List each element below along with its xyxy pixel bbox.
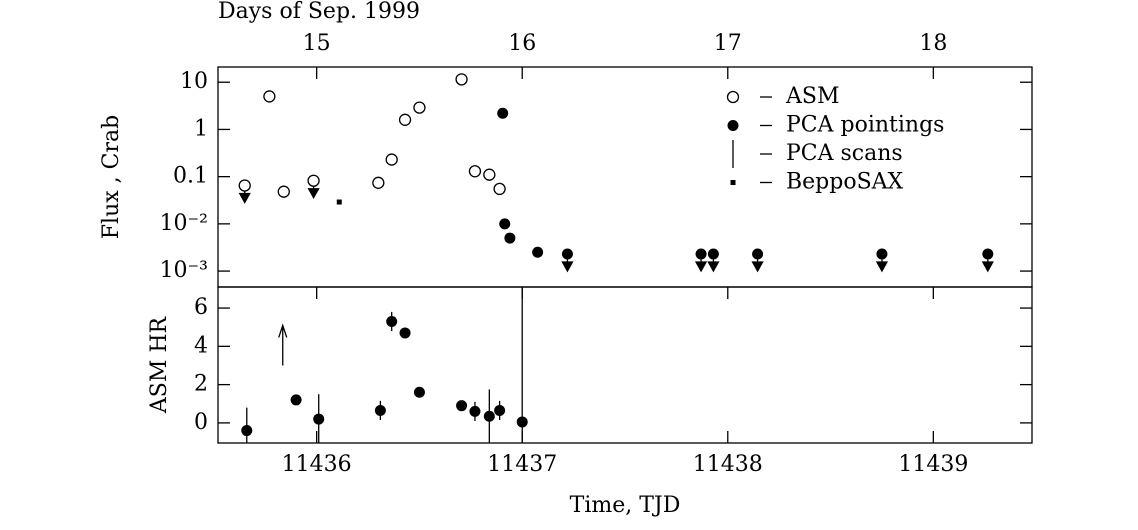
point — [290, 394, 302, 406]
point — [413, 101, 426, 114]
point — [561, 248, 573, 260]
x2-tick-label: 18 — [919, 31, 947, 56]
x2-tick-label: 15 — [303, 31, 331, 56]
point — [730, 180, 736, 185]
point — [493, 182, 506, 196]
y-tick-label: 1 — [194, 116, 208, 141]
lower-limit — [278, 323, 288, 366]
plot-frame — [217, 66, 1033, 288]
point — [499, 218, 511, 230]
point — [497, 107, 509, 119]
legend-label: PCA pointings — [786, 113, 944, 138]
point — [238, 179, 251, 192]
x-tick-label: 11436 — [282, 452, 352, 477]
y-tick-label: 6 — [194, 295, 208, 320]
point — [483, 410, 495, 422]
legend-label: ASM — [785, 84, 840, 109]
point — [695, 248, 707, 260]
y-axis-label: ASM HR — [147, 315, 172, 414]
y-tick-label: 10⁻² — [160, 211, 208, 236]
point — [372, 176, 385, 189]
point — [413, 386, 425, 398]
y-axis-label: Flux , Crab — [99, 115, 124, 239]
y-tick-label: 0.1 — [173, 164, 208, 189]
point — [277, 185, 290, 198]
point — [386, 315, 398, 327]
plot-area — [241, 287, 528, 443]
y-tick-label: 0 — [194, 410, 208, 435]
x-axis-label: Time, TJD — [570, 493, 681, 518]
point — [455, 73, 468, 86]
point — [468, 165, 482, 178]
point — [876, 248, 888, 260]
point — [399, 327, 411, 339]
point — [494, 404, 506, 416]
x2-tick-label: 16 — [508, 31, 536, 56]
point — [516, 416, 528, 428]
x2-tick-label: 17 — [714, 31, 742, 56]
point — [456, 400, 468, 412]
point — [504, 232, 516, 244]
point — [707, 248, 719, 260]
y-tick-label: 2 — [194, 372, 208, 397]
point — [483, 168, 496, 181]
point — [263, 90, 276, 103]
x-tick-label: 11438 — [693, 452, 763, 477]
y-tick-label: 4 — [194, 333, 208, 358]
y-tick-label: 10⁻³ — [160, 258, 208, 283]
point — [752, 248, 764, 260]
point — [307, 174, 320, 187]
point — [385, 153, 398, 166]
point — [241, 425, 253, 437]
point — [469, 405, 481, 417]
plot-area — [238, 73, 994, 273]
y-tick-label: 10 — [180, 69, 208, 94]
point — [982, 248, 994, 260]
point — [313, 413, 325, 425]
x-tick-label: 11439 — [898, 452, 968, 477]
point — [374, 404, 386, 416]
top-axis-label: Days of Sep. 1999 — [218, 0, 420, 24]
point — [726, 90, 740, 104]
point — [336, 199, 342, 205]
point — [398, 113, 412, 126]
legend-label: PCA scans — [786, 141, 903, 166]
x-tick-label: 11437 — [487, 452, 557, 477]
legend-label: BeppoSAX — [786, 170, 904, 195]
point — [727, 120, 739, 131]
point — [532, 246, 544, 258]
plot-frame — [217, 286, 1033, 444]
